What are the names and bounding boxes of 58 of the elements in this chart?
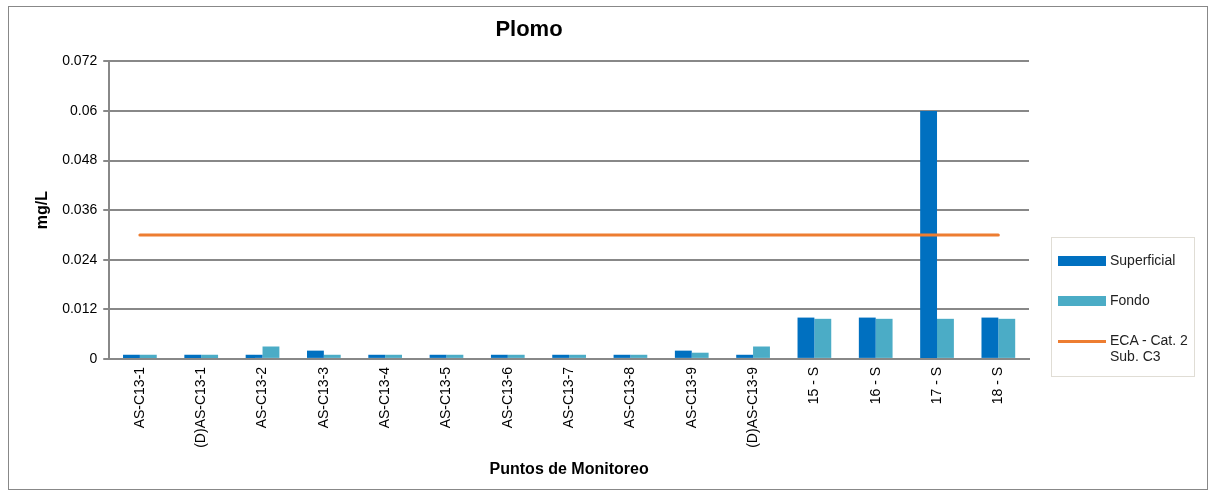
bar xyxy=(201,354,219,358)
x-tick-label: AS-C13-6 xyxy=(498,366,515,429)
bar xyxy=(875,318,893,358)
y-tick-label: 0.072 xyxy=(62,52,98,69)
y-tick-label: 0.048 xyxy=(62,151,98,168)
bar xyxy=(306,350,324,358)
x-tick-label: AS-C13-8 xyxy=(621,366,638,429)
legend-label: ECA - Cat. 2 Sub. C3 xyxy=(1110,332,1188,364)
x-tick-label: 17 - S xyxy=(927,366,944,405)
bar xyxy=(446,354,464,358)
bar xyxy=(139,354,157,358)
x-tick-label: AS-C13-5 xyxy=(437,366,454,429)
bar xyxy=(814,318,832,358)
y-tick-label: 0 xyxy=(89,349,98,366)
y-tick-label: 0.024 xyxy=(62,250,98,267)
bar xyxy=(797,317,815,358)
bar xyxy=(998,318,1016,358)
bar xyxy=(920,110,938,358)
bar xyxy=(184,354,202,358)
y-tick-label: 0.036 xyxy=(62,201,98,218)
x-tick-label: 18 - S xyxy=(989,366,1006,405)
bar xyxy=(123,354,140,358)
bar xyxy=(507,354,525,358)
bar xyxy=(385,354,403,358)
x-tick-label: 16 - S xyxy=(866,366,883,405)
y-tick-label: 0.06 xyxy=(69,101,98,118)
bar xyxy=(490,354,508,358)
bar xyxy=(691,352,709,358)
bar xyxy=(674,350,692,358)
bar xyxy=(736,354,754,358)
y-axis-title: mg/L xyxy=(33,190,51,230)
legend-label: Fondo xyxy=(1110,292,1150,308)
bar xyxy=(552,354,570,358)
x-tick-label: AS-C13-2 xyxy=(253,366,270,429)
x-tick-label: (D)AS-C13-1 xyxy=(192,366,209,448)
x-tick-label: AS-C13-7 xyxy=(559,366,576,429)
y-tick-label: 0.012 xyxy=(62,300,98,317)
x-tick-label: AS-C13-1 xyxy=(130,366,147,429)
bar xyxy=(262,346,280,358)
bar xyxy=(245,354,263,358)
bar xyxy=(858,317,876,358)
bar xyxy=(753,346,770,358)
x-tick-label: 15 - S xyxy=(805,366,822,405)
x-tick-label: AS-C13-9 xyxy=(682,366,699,429)
x-axis-title: Puntos de Monitoreo xyxy=(489,459,649,477)
bar xyxy=(937,318,954,358)
x-tick-label: AS-C13-3 xyxy=(314,366,331,429)
x-tick-label: (D)AS-C13-9 xyxy=(743,366,760,448)
chart-title: Plomo xyxy=(495,16,563,42)
bar xyxy=(981,317,999,358)
bar xyxy=(569,354,586,358)
bar xyxy=(613,354,631,358)
bar xyxy=(429,354,447,358)
legend-label: Superficial xyxy=(1110,252,1176,268)
bar xyxy=(368,354,386,358)
bar xyxy=(323,354,341,358)
bar xyxy=(630,354,648,358)
x-tick-label: AS-C13-4 xyxy=(376,366,393,429)
